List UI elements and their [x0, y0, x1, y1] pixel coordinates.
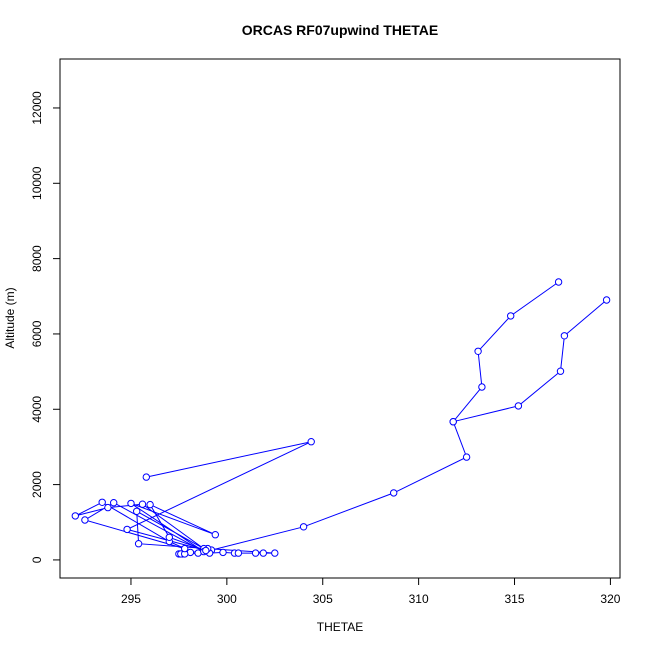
data-point — [127, 499, 135, 508]
data-point — [554, 278, 563, 286]
data-point — [307, 438, 315, 446]
x-tick-label: 315 — [505, 592, 525, 606]
data-point — [142, 473, 151, 481]
y-tick-label: 12000 — [30, 91, 44, 125]
data-point — [299, 523, 308, 531]
series-layer — [71, 278, 611, 558]
y-tick-label: 10000 — [30, 166, 44, 200]
data-point — [181, 544, 189, 553]
x-tick-label: 310 — [409, 592, 429, 606]
x-tick-label: 300 — [217, 592, 237, 606]
y-tick-label: 2000 — [30, 471, 44, 498]
x-tick-label: 305 — [313, 592, 333, 606]
y-tick-label: 0 — [30, 556, 44, 563]
data-point — [507, 312, 515, 320]
data-point — [219, 548, 227, 557]
data-point — [449, 418, 457, 426]
data-point — [556, 367, 565, 375]
data-point — [602, 296, 611, 304]
data-point — [138, 500, 147, 508]
y-tick-label: 4000 — [30, 396, 44, 423]
data-point — [165, 533, 174, 541]
data-point — [98, 498, 106, 506]
data-point — [146, 500, 154, 509]
x-tick-label: 295 — [121, 592, 141, 606]
data-point — [134, 540, 143, 548]
x-axis: 295 300 305 310 315 320 — [121, 577, 621, 606]
y-tick-label: 6000 — [30, 320, 44, 347]
data-point — [234, 549, 243, 557]
data-point — [202, 546, 210, 555]
data-point — [259, 549, 267, 557]
data-point — [560, 332, 569, 340]
data-point — [211, 531, 220, 539]
data-point — [514, 402, 523, 410]
chart-title: ORCAS RF07upwind THETAE — [242, 22, 439, 38]
y-axis-label: Altitude (m) — [3, 287, 17, 348]
data-point — [123, 525, 131, 534]
y-axis: 0 2000 4000 6000 8000 10000 12000 — [30, 91, 61, 563]
y-tick-label: 8000 — [30, 245, 44, 272]
data-point — [478, 383, 486, 391]
data-point — [104, 503, 112, 512]
data-point — [71, 512, 80, 520]
data-point — [251, 549, 260, 557]
data-point — [474, 347, 482, 355]
x-tick-label: 320 — [600, 592, 620, 606]
data-point — [81, 516, 89, 524]
x-axis-label: THETAE — [317, 620, 363, 634]
data-point — [462, 453, 471, 461]
data-point — [390, 489, 398, 497]
data-point — [271, 549, 279, 557]
data-point — [110, 499, 118, 507]
data-point — [133, 507, 141, 515]
